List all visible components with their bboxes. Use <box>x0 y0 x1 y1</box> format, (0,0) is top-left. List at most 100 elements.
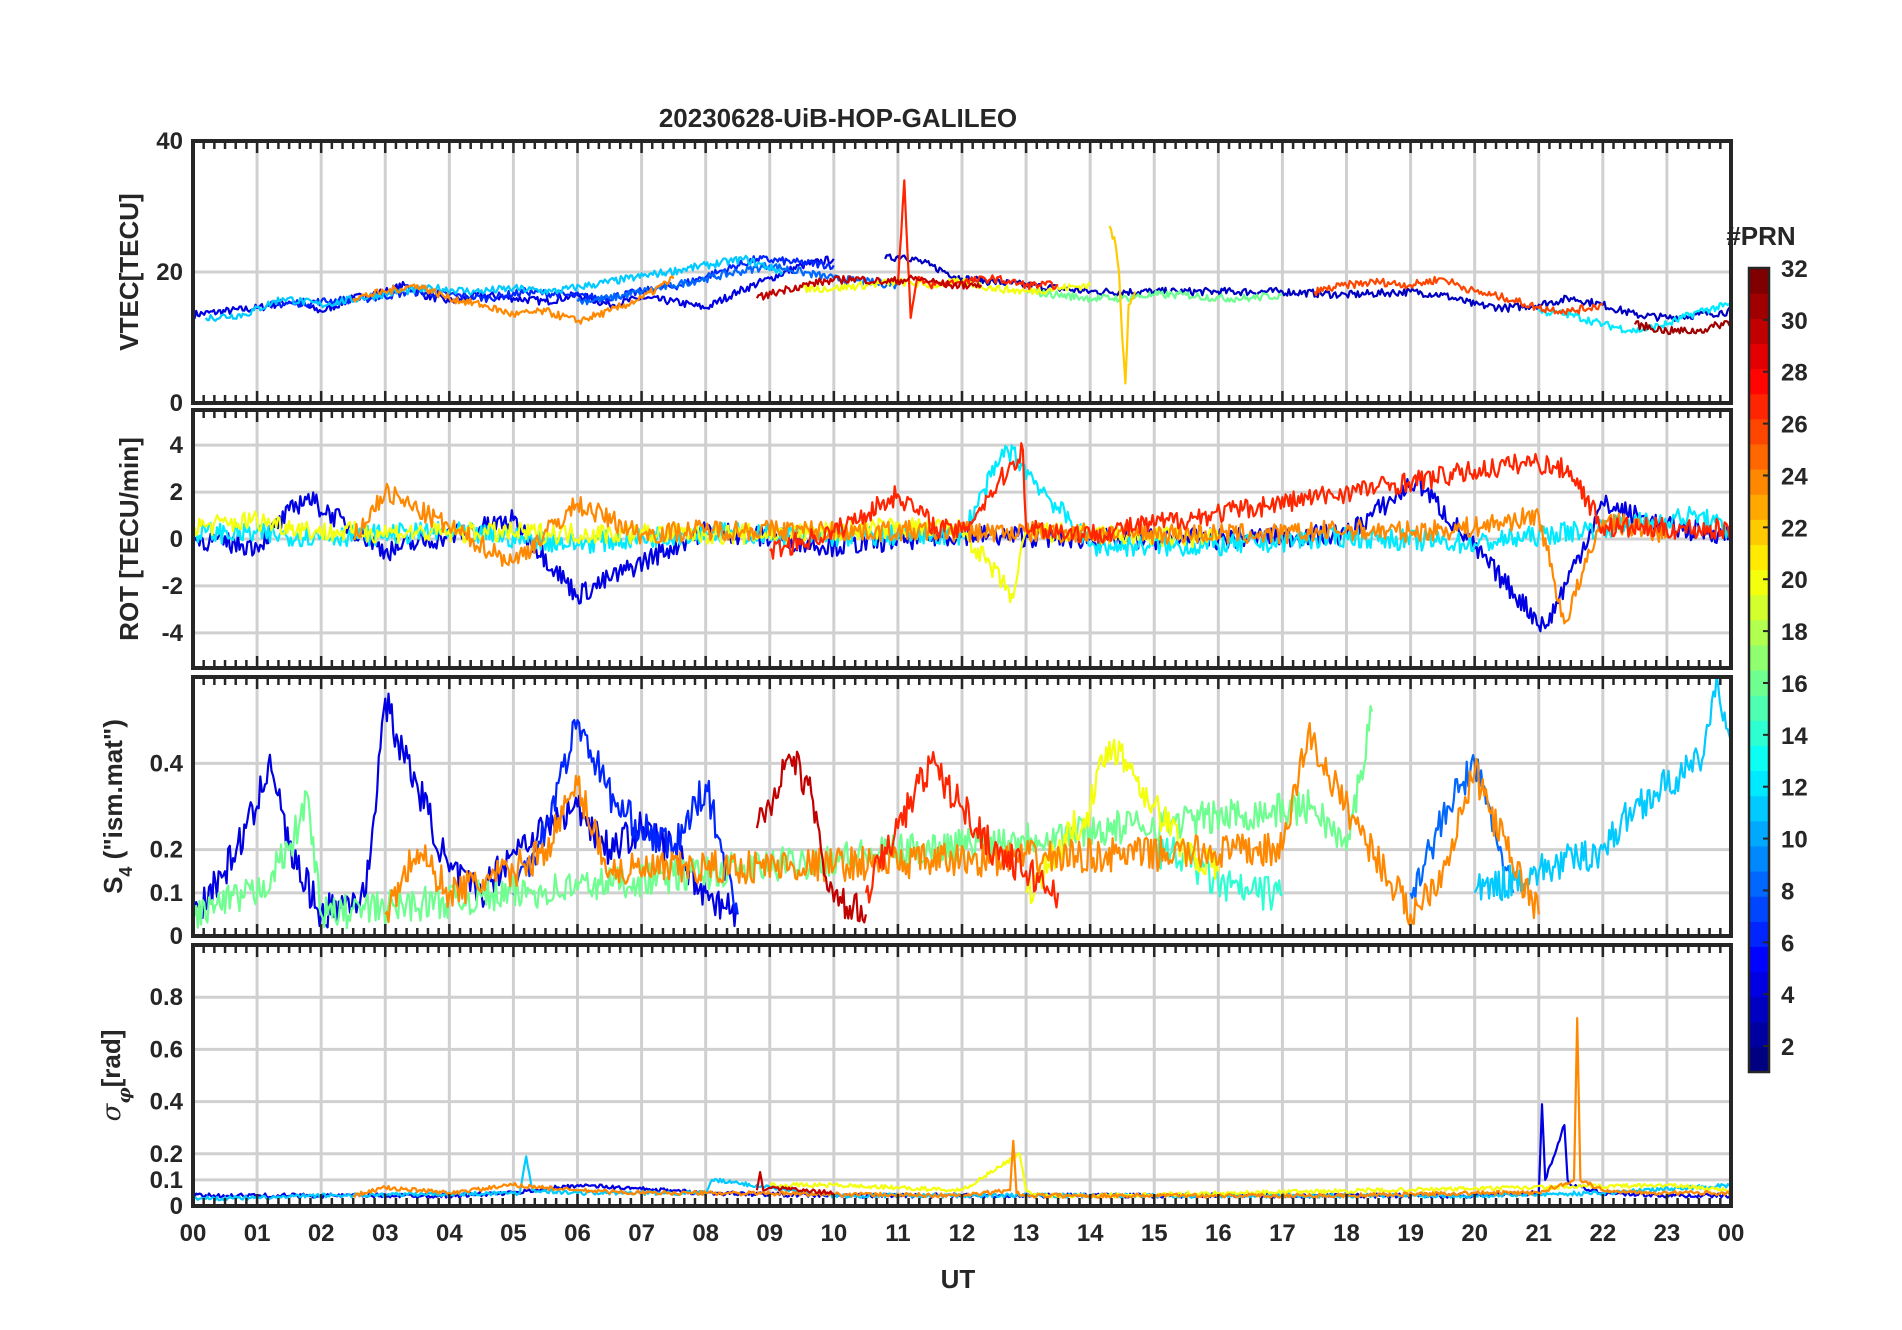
x-axis-label: UT <box>941 1264 976 1294</box>
panel-sigma: 00.10.2 0.4 0.6 0.8 σφ[rad] <box>96 943 1733 1220</box>
y-tick-label: -4 <box>162 620 184 647</box>
panel-vtec: 0 20 40 VTEC[TECU] <box>114 128 1733 417</box>
x-tick-label: 03 <box>372 1220 399 1247</box>
colorbar-band <box>1749 946 1769 973</box>
y-axis-label-rot: ROT [TECU/min] <box>114 437 144 641</box>
x-tick-label: 22 <box>1589 1220 1616 1247</box>
y-tick-label: 2 <box>170 479 183 506</box>
colorbar-band <box>1749 268 1769 294</box>
y-tick-label: 0.2 <box>150 1141 183 1168</box>
colorbar-band <box>1749 569 1769 596</box>
series-prn-4 <box>193 692 739 929</box>
colorbar-band <box>1749 795 1769 822</box>
panel-s4: 0 0.1 0.2 0.4 S4 ("ism.mat") <box>98 675 1733 950</box>
colorbar-band <box>1749 745 1769 772</box>
y-tick-label: 0.8 <box>150 984 183 1011</box>
x-tick-label: 09 <box>756 1220 783 1247</box>
y-axis-label-vtec: VTEC[TECU] <box>114 193 144 350</box>
y-tick-label: 0 <box>170 526 183 553</box>
colorbar-tick-label: 4 <box>1781 982 1795 1009</box>
y-tick-label: 40 <box>156 128 183 155</box>
colorbar-tick-label: 24 <box>1781 463 1808 490</box>
series-prn-16 <box>193 704 1374 930</box>
colorbar-band <box>1749 971 1769 998</box>
colorbar-band <box>1749 343 1769 370</box>
x-tick-label: 02 <box>308 1220 335 1247</box>
colorbar-band <box>1749 644 1769 671</box>
x-tick-label: 18 <box>1333 1220 1360 1247</box>
y-axis-label-sigma: σφ[rad] <box>96 1030 135 1122</box>
x-tick-label: 17 <box>1269 1220 1296 1247</box>
colorbar-band <box>1749 845 1769 872</box>
x-tick-label: 23 <box>1654 1220 1681 1247</box>
series-group <box>193 179 1731 385</box>
colorbar-tick-label: 10 <box>1781 827 1808 854</box>
y-tick-label: 0.4 <box>150 750 184 777</box>
x-tick-label: 11 <box>885 1220 910 1247</box>
series-prn-4 <box>193 255 835 320</box>
colorbar-band <box>1749 619 1769 646</box>
series-prn-24 <box>353 482 1668 625</box>
series-prn-8 <box>576 262 899 306</box>
series-prn-16 <box>1025 288 1283 304</box>
series-prn-26 <box>1313 275 1604 316</box>
colorbar-tick-label: 2 <box>1781 1034 1794 1061</box>
series-prn-20 <box>193 510 1220 604</box>
x-tick-label: 00 <box>1718 1220 1745 1247</box>
y-tick-label: 0.1 <box>150 1167 183 1194</box>
y-tick-label: -2 <box>162 573 183 600</box>
colorbar-band <box>1749 594 1769 621</box>
series-prn-24 <box>352 275 675 325</box>
colorbar-band <box>1749 393 1769 420</box>
colorbar-band <box>1749 318 1769 344</box>
x-tick-label: 07 <box>628 1220 655 1247</box>
colorbar-band <box>1749 494 1769 520</box>
colorbar-tick-label: 6 <box>1781 930 1794 957</box>
colorbar-band <box>1749 695 1769 721</box>
series-prn-27 <box>896 179 1059 319</box>
colorbar-tick-label: 32 <box>1781 256 1808 283</box>
x-tick-label: 12 <box>949 1220 976 1247</box>
y-tick-label: 0 <box>170 390 183 417</box>
colorbar-tick-label: 12 <box>1781 775 1808 802</box>
x-tick-label: 16 <box>1205 1220 1232 1247</box>
series-prn-11 <box>1473 677 1731 902</box>
colorbar-band <box>1749 469 1769 495</box>
y-tick-label: 20 <box>156 259 183 286</box>
x-tick-label: 05 <box>500 1220 527 1247</box>
x-tick-label: 01 <box>244 1220 271 1247</box>
colorbar-band <box>1749 1046 1769 1073</box>
series-prn-30 <box>755 750 867 924</box>
colorbar-band <box>1749 871 1769 897</box>
y-axis-label-s4: S4 ("ism.mat") <box>98 719 136 894</box>
colorbar-tick-label: 30 <box>1781 308 1808 335</box>
y-tick-label: 0.4 <box>150 1089 184 1116</box>
x-tick-label: 15 <box>1141 1220 1168 1247</box>
colorbar-band <box>1749 368 1769 395</box>
colorbar-tick-label: 14 <box>1781 723 1808 750</box>
colorbar-label: #PRN <box>1726 221 1795 251</box>
colorbar-tick-label: 20 <box>1781 567 1808 594</box>
colorbar-band <box>1749 544 1769 571</box>
colorbar-band <box>1749 770 1769 797</box>
colorbar-tick-label: 18 <box>1781 619 1808 646</box>
chart-title: 20230628-UiB-HOP-GALILEO <box>659 103 1017 133</box>
colorbar-tick-label: 8 <box>1781 878 1794 905</box>
series-prn-14 <box>1153 836 1284 911</box>
series-prn-31 <box>1633 320 1731 336</box>
y-tick-label: 0.1 <box>150 880 183 907</box>
y-tick-label: 0 <box>170 1193 183 1220</box>
y-tick-label: 0 <box>170 923 183 950</box>
colorbar-tick-label: 22 <box>1781 515 1808 542</box>
series-prn-27 <box>769 442 1731 560</box>
colorbar-band <box>1749 921 1769 947</box>
y-tick-label: 0.6 <box>150 1036 183 1063</box>
colorbar-band <box>1749 820 1769 847</box>
x-tick-label: 00 <box>180 1220 207 1247</box>
colorbar-tick-label: 26 <box>1781 412 1808 439</box>
x-tick-label: 06 <box>564 1220 591 1247</box>
colorbar-band <box>1749 519 1769 545</box>
colorbar-band <box>1749 443 1769 470</box>
